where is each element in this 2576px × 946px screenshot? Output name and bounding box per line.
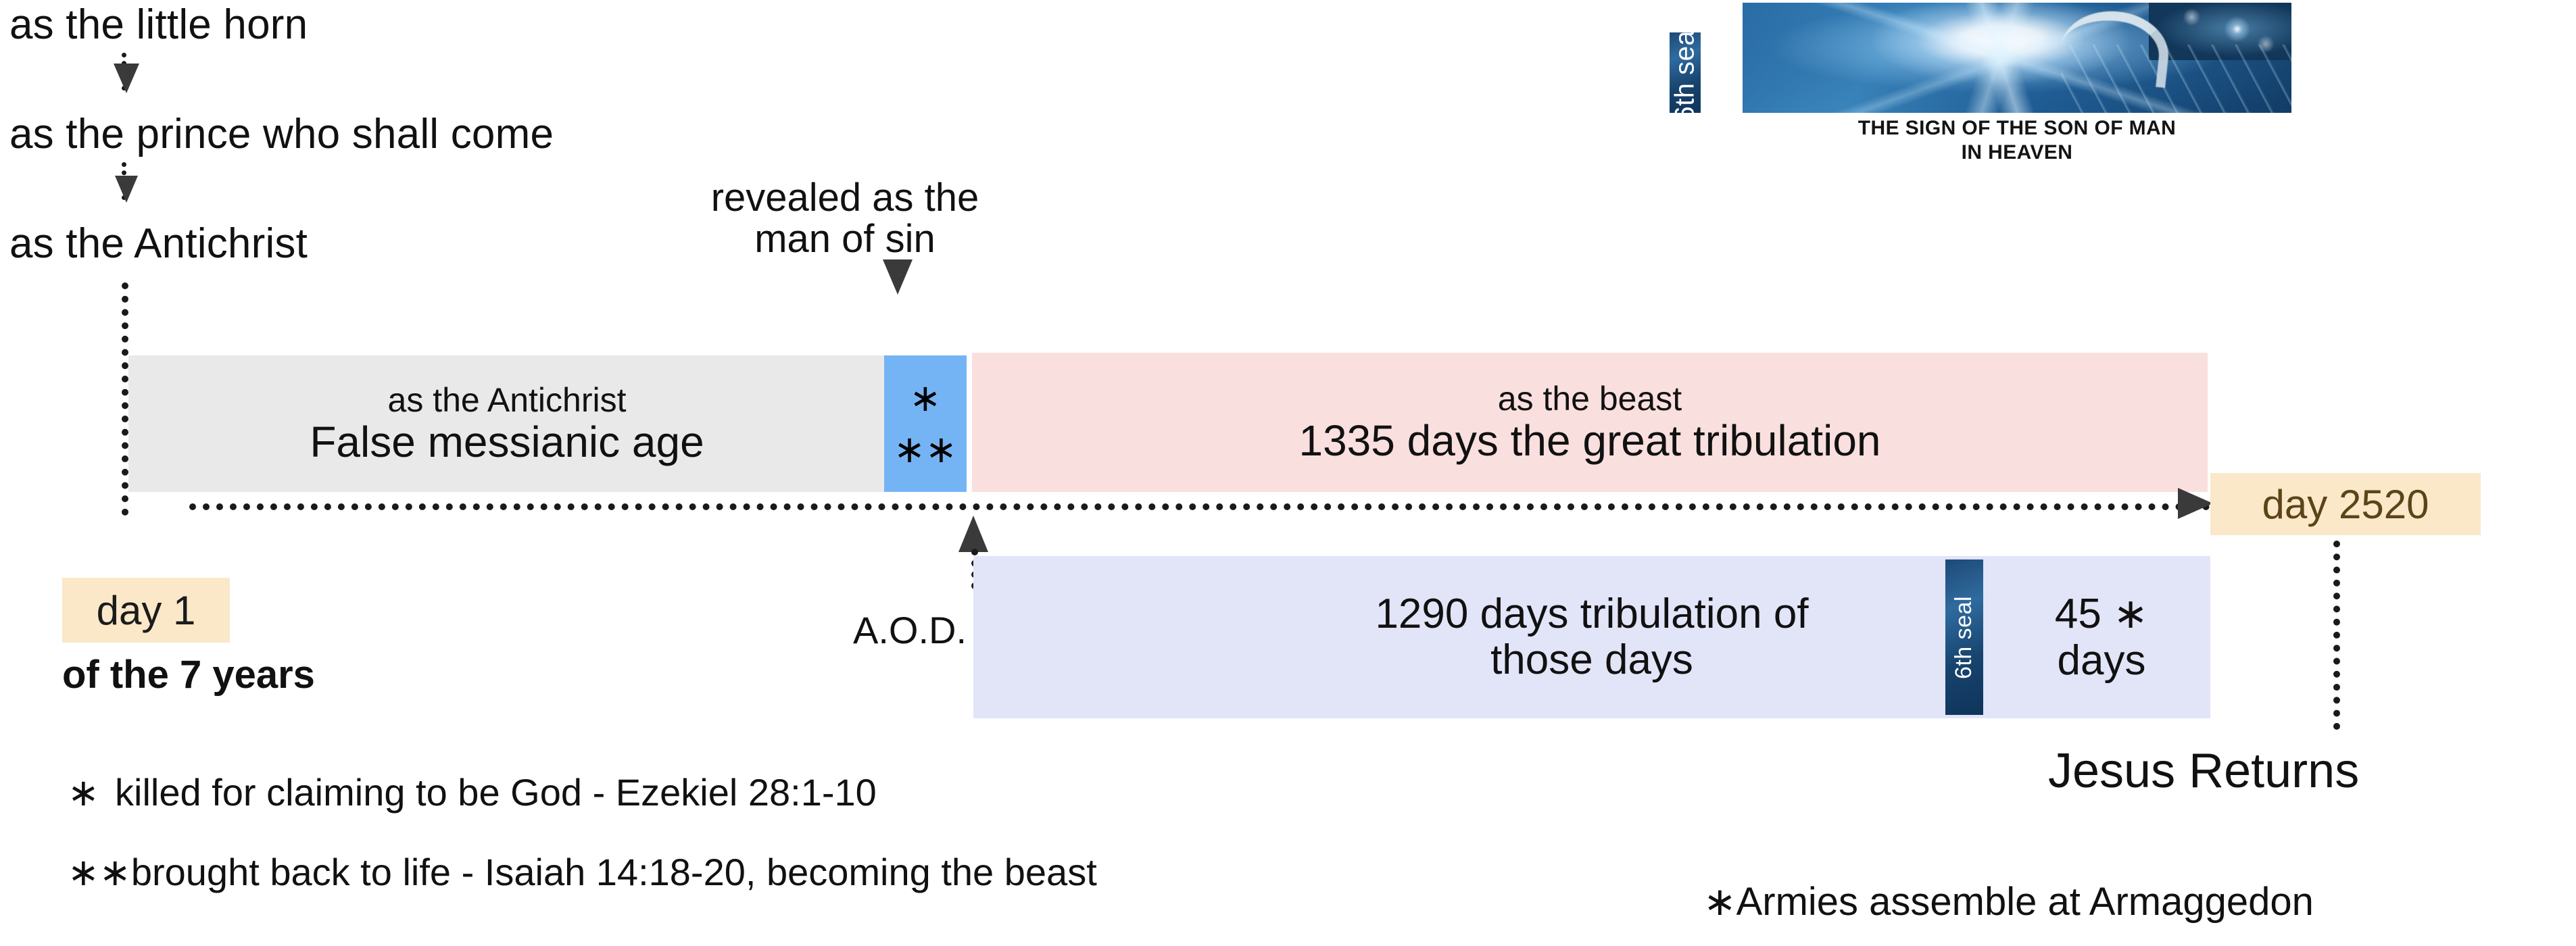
asterisk-double-icon: ∗∗ <box>894 428 957 470</box>
arrow-down-icon <box>883 259 913 295</box>
footnote-1-text: killed for claiming to be God - Ezekiel … <box>115 771 877 814</box>
end-marker-line <box>2333 541 2340 730</box>
segment-pink-superlabel: as the beast <box>1497 379 1682 418</box>
segment-1290-line-2: those days <box>1490 637 1693 683</box>
sky-caption-line-1: THE SIGN OF THE SON OF MAN <box>1857 117 2177 139</box>
segment-45-days-line-1: 45 ∗ <box>2054 590 2149 637</box>
segment-grey-title: False messianic age <box>310 417 704 466</box>
sign-of-son-of-man-image <box>1743 3 2291 113</box>
arrow-down-icon <box>114 64 139 93</box>
sixth-seal-tab-top: 6th seal <box>1670 32 1701 113</box>
segment-45-days-line-2: days <box>2057 637 2146 684</box>
armies-armaggedon-label: ∗Armies assemble at Armaggedon <box>1703 880 2314 924</box>
arrow-up-icon <box>958 516 988 552</box>
jesus-returns-label: Jesus Returns <box>2048 744 2360 798</box>
segment-pink-title: 1335 days the great tribulation <box>1298 416 1881 465</box>
asterisk-single-icon: ∗ <box>909 376 942 420</box>
segment-1290-line-1: 1290 days tribulation of <box>1375 590 1809 637</box>
chain-label-prince: as the prince who shall come <box>9 111 554 157</box>
footnote-2-mark: ∗∗ <box>68 851 131 893</box>
segment-grey-superlabel: as the Antichrist <box>387 380 627 419</box>
chain-label-little-horn: as the little horn <box>9 1 308 48</box>
marker-day-1-sublabel: of the 7 years <box>62 653 315 697</box>
marker-day-1: day 1 <box>62 578 230 643</box>
aod-arrow-wrap <box>946 516 1000 560</box>
revealed-as-man-of-sin-label: revealed as the man of sin <box>669 177 1021 260</box>
revealed-line-2: man of sin <box>754 217 935 262</box>
chain-label-antichrist: as the Antichrist <box>9 220 308 267</box>
start-marker-line <box>122 282 128 516</box>
arrow-right-icon <box>2178 488 2213 519</box>
sky-caption-line-2: IN HEAVEN <box>1961 141 2073 164</box>
connector-prince-to-antichrist <box>115 162 138 203</box>
footnote-2-text: brought back to life - Isaiah 14:18-20, … <box>130 851 1097 893</box>
segment-false-messianic-age: as the Antichrist False messianic age <box>128 355 885 492</box>
revealed-arrow-wrap <box>871 258 925 295</box>
marker-day-2520: day 2520 <box>2210 473 2481 535</box>
meteor-streaks <box>2060 44 2291 113</box>
segment-death-resurrection-marker: ∗ ∗∗ <box>884 355 967 492</box>
sixth-seal-tab-bottom: 6th seal <box>1945 559 1983 715</box>
galaxy-corner <box>2148 3 2291 60</box>
segment-great-tribulation: as the beast 1335 days the great tribula… <box>972 353 2208 492</box>
footnote-2: ∗∗brought back to life - Isaiah 14:18-20… <box>68 850 1097 895</box>
segment-45-days: 45 ∗ days <box>1994 559 2209 715</box>
arrow-down-icon <box>115 176 138 203</box>
revealed-line-1: revealed as the <box>710 176 979 220</box>
footnote-1-mark: ∗ <box>68 771 99 814</box>
footnote-1: ∗ killed for claiming to be God - Ezekiel… <box>68 770 877 815</box>
timeline-axis-dotted <box>189 503 2210 510</box>
connector-little-horn-to-prince <box>114 53 139 93</box>
sky-caption: THE SIGN OF THE SON OF MAN IN HEAVEN <box>1743 116 2291 165</box>
segment-1290-days-tribulation: 1290 days tribulation of those days <box>973 556 2210 718</box>
